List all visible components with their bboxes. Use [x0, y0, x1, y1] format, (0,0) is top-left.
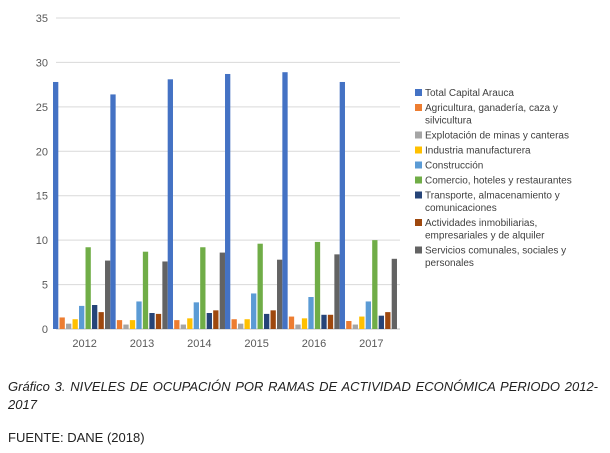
x-tick-label: 2016	[302, 338, 326, 350]
x-tick-label: 2017	[359, 338, 383, 350]
legend-swatch	[415, 219, 422, 226]
legend-label: Explotación de minas y canteras	[425, 131, 569, 142]
bar	[206, 313, 212, 329]
bar	[110, 94, 116, 329]
bar	[334, 254, 340, 329]
bar	[213, 310, 219, 329]
y-tick-label: 5	[42, 280, 48, 292]
bar	[385, 312, 391, 329]
bar	[193, 302, 199, 329]
bar	[136, 301, 142, 329]
legend-label: Agricultura, ganadería, caza y	[425, 103, 558, 114]
bar	[372, 240, 378, 329]
x-axis-ticks: 2012 2013 2014 2015 2016 2017	[72, 338, 383, 350]
bar	[155, 313, 162, 329]
bar	[257, 243, 263, 329]
legend-swatch	[415, 191, 422, 199]
legend-label: Industria manufacturera	[425, 146, 531, 157]
bar	[174, 320, 180, 329]
x-tick-label: 2015	[244, 338, 268, 350]
bar	[187, 318, 193, 329]
legend-label: Construcción	[425, 161, 483, 172]
bar	[180, 324, 186, 329]
bar	[225, 73, 231, 329]
bar	[53, 81, 59, 329]
y-tick-label: 30	[36, 57, 48, 69]
y-tick-label: 0	[42, 324, 48, 336]
bar	[327, 314, 334, 329]
bar	[238, 323, 244, 329]
bar	[98, 312, 104, 329]
legend-label: Comercio, hoteles y restaurantes	[425, 176, 572, 187]
bar	[301, 318, 308, 329]
bar	[85, 247, 91, 329]
legend-label: silvicultura	[425, 116, 472, 127]
bar	[359, 316, 365, 329]
legend-swatch	[415, 89, 422, 96]
bar	[162, 261, 168, 329]
bar	[244, 319, 250, 329]
x-tick-label: 2013	[130, 338, 154, 350]
y-tick-label: 20	[36, 146, 48, 158]
bar	[142, 251, 149, 329]
bar	[378, 315, 384, 329]
bar	[339, 81, 345, 329]
x-tick-label: 2014	[187, 338, 211, 350]
bar	[72, 319, 78, 329]
bar	[167, 79, 173, 329]
y-tick-label: 25	[36, 102, 48, 114]
bar	[231, 319, 237, 329]
bar	[200, 247, 206, 329]
bar	[308, 297, 314, 329]
legend-swatch	[415, 176, 422, 184]
legend-label: Transporte, almacenamiento y	[425, 191, 560, 202]
bar	[352, 324, 358, 329]
bar	[79, 305, 85, 329]
bar	[92, 305, 98, 329]
legend-label: comunicaciones	[425, 203, 497, 214]
bar	[105, 260, 111, 329]
legend-swatch	[415, 131, 422, 139]
legend-swatch	[415, 104, 422, 111]
bar	[116, 320, 123, 329]
legend: Total Capital Arauca Agricultura, ganader…	[415, 88, 572, 269]
bars	[53, 72, 397, 330]
bar	[66, 323, 72, 329]
y-tick-label: 35	[36, 13, 48, 25]
legend-swatch	[415, 161, 422, 169]
bar	[295, 324, 301, 329]
bar	[288, 316, 295, 329]
y-axis-ticks: 0 5 10 15 20 25 30 35	[36, 13, 48, 336]
bar	[264, 313, 270, 329]
bar	[129, 320, 136, 329]
y-tick-label: 15	[36, 191, 48, 203]
legend-label: Servicios comunales, sociales y	[425, 246, 566, 257]
bar	[277, 259, 283, 329]
bar	[365, 301, 371, 329]
bar	[314, 241, 321, 329]
bar	[251, 293, 257, 329]
legend-swatch	[415, 146, 422, 154]
legend-label: Actividades inmobiliarias,	[425, 218, 537, 229]
legend-label: personales	[425, 258, 474, 269]
bar	[270, 310, 276, 329]
figure-source: FUENTE: DANE (2018)	[8, 430, 145, 445]
bar	[123, 324, 129, 329]
x-tick-label: 2012	[72, 338, 96, 350]
legend-label: Total Capital Arauca	[425, 88, 514, 99]
bar	[282, 72, 288, 330]
legend-swatch	[415, 246, 422, 254]
legend-label: empresariales y de alquiler	[425, 231, 545, 242]
bar	[59, 317, 65, 329]
bar	[321, 314, 327, 329]
bar	[149, 313, 155, 329]
y-tick-label: 10	[36, 235, 48, 247]
bar	[346, 321, 352, 329]
figure-caption: Gráfico 3. NIVELES DE OCUPACIÓN POR RAMA…	[8, 379, 598, 412]
bar	[219, 252, 225, 329]
bar	[391, 258, 397, 329]
